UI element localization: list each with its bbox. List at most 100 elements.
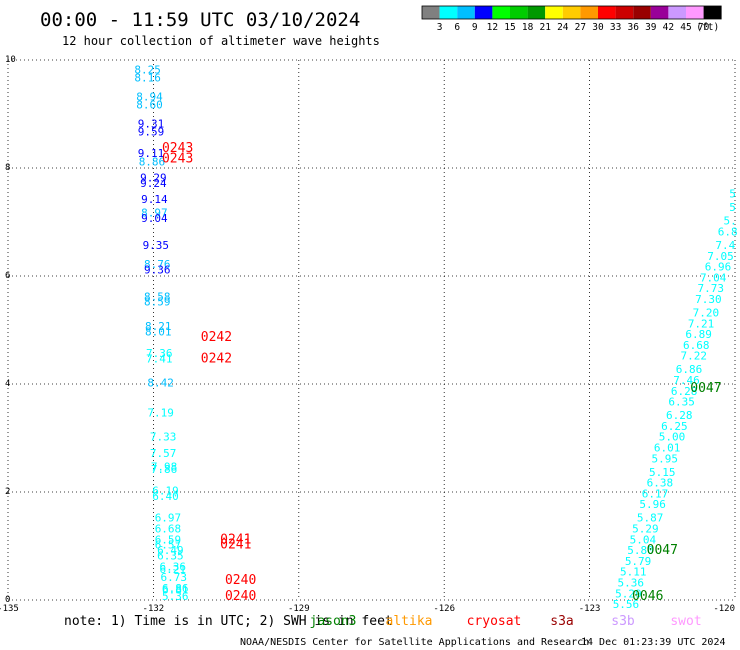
satellite-legend-item: jason3 xyxy=(310,614,357,629)
wave-height-label: 7.46 xyxy=(673,374,700,387)
colorbar-swatch xyxy=(474,6,493,19)
colorbar-label: 18 xyxy=(522,22,534,33)
timestamp-text: 14 Dec 01:23:39 UTC 2024 xyxy=(581,637,726,648)
wave-height-label: 8.76 xyxy=(144,258,171,271)
axis-tick-labels: -135 -132 -129 -126 -123 -120 0 2 4 6 8 10 xyxy=(0,55,735,614)
satellite-legend-item: cryosat xyxy=(467,614,522,629)
colorbar-swatch xyxy=(615,6,634,19)
credit-text: NOAA/NESDIS Center for Satellite Applica… xyxy=(240,637,589,648)
wave-height-label: 5.00 xyxy=(659,431,686,444)
wave-height-label: 8.25 xyxy=(134,64,161,77)
satellite-legend-item: s3a xyxy=(550,614,573,629)
wave-height-label: 8.42 xyxy=(147,377,174,390)
wave-height-label: 6.68 xyxy=(155,523,182,536)
wave-height-label: 8.60 xyxy=(136,99,163,112)
wave-height-label: 9.36 xyxy=(144,263,171,276)
colorbar-label: 45 xyxy=(680,22,691,33)
colorbar-label: 6 xyxy=(454,22,460,33)
wave-height-label: 7.05 xyxy=(707,250,734,263)
wave-height-label: 7.41 xyxy=(146,352,173,365)
wave-height-label: 8.94 xyxy=(136,91,163,104)
wave-height-label: 6.8 xyxy=(718,226,738,239)
colorbar-label: 9 xyxy=(472,22,478,33)
pass-time-label: 0243 xyxy=(162,141,193,156)
wave-height-label: 5.79 xyxy=(625,555,652,568)
wave-height-label: 6.21 xyxy=(160,563,187,576)
wave-height-label: 8.01 xyxy=(145,325,172,338)
wave-height-label: 6.73 xyxy=(161,571,188,584)
wave-height-label: 6.01 xyxy=(654,442,681,455)
wave-height-label: 6.38 xyxy=(647,477,674,490)
colorbar-swatch xyxy=(439,6,458,19)
wave-height-label: 7.36 xyxy=(146,347,173,360)
wave-height-label: 6.96 xyxy=(705,261,732,274)
colorbar-label: 30 xyxy=(592,22,604,33)
pass-time-label: 0243 xyxy=(162,152,193,167)
grid xyxy=(7,59,736,601)
wave-height-label: 6.35 xyxy=(668,396,695,409)
colorbar-label: 42 xyxy=(663,22,674,33)
pass-time-label: 0047 xyxy=(647,543,678,558)
wave-height-label: 9.11 xyxy=(138,147,165,160)
colorbar-label: 70 xyxy=(698,22,710,33)
pass-time-label: 0241 xyxy=(220,538,251,553)
wave-height-label: 5.87 xyxy=(637,512,664,525)
wave-height-label: 5.11 xyxy=(620,566,647,579)
wave-height-label: 6.19 xyxy=(152,485,179,498)
y-tick-label: 4 xyxy=(5,379,10,389)
colorbar-swatch xyxy=(457,6,475,19)
wave-height-label: 9.14 xyxy=(141,193,168,206)
colorbar-swatch xyxy=(527,6,546,19)
colorbar-swatch xyxy=(686,6,704,19)
wave-height-label: 6.35 xyxy=(157,550,184,563)
wave-height-label: 7.86 xyxy=(151,463,178,476)
wave-height-label: 8.59 xyxy=(144,296,171,309)
colorbar-unit: (ft) xyxy=(696,22,719,33)
wave-height-label: 5. xyxy=(724,215,737,228)
wave-height-label: 5.04 xyxy=(630,533,657,546)
colorbar-swatch xyxy=(668,6,686,19)
wave-height-label: 6.68 xyxy=(683,339,710,352)
pass-time-label: 0240 xyxy=(225,573,256,588)
wave-height-label: 5 xyxy=(729,188,736,201)
wave-height-label: 9.35 xyxy=(143,239,170,252)
wave-height-label: 8.16 xyxy=(134,72,161,85)
wave-height-label: 8.21 xyxy=(145,320,172,333)
colorbar-swatch xyxy=(580,6,598,19)
wave-height-label: 6.57 xyxy=(155,539,182,552)
wave-height-label: 8.86 xyxy=(139,155,166,168)
wave-height-label: 5.36 xyxy=(162,590,189,603)
x-tick-label: -129 xyxy=(288,604,310,614)
colorbar-label: 21 xyxy=(539,22,551,33)
wave-height-label: 6.86 xyxy=(676,363,703,376)
colorbar-label: 24 xyxy=(557,22,569,33)
footnote: note: 1) Time is in UTC; 2) SWH is in fe… xyxy=(64,614,393,629)
wave-height-label: 7.98 xyxy=(151,460,178,473)
wave-height-label: 7.57 xyxy=(150,447,177,460)
wave-height-label: 6.17 xyxy=(642,487,669,500)
colorbar-swatch xyxy=(545,6,563,19)
y-tick-label: 6 xyxy=(5,271,10,281)
wave-height-label: 5.29 xyxy=(615,587,642,600)
wave-height-label: 7.73 xyxy=(698,282,725,295)
wave-height-label: 8.97 xyxy=(141,207,168,220)
wave-height-label: 6.40 xyxy=(152,490,179,503)
colorbar-swatch xyxy=(633,6,651,19)
satellite-legend-item: s3b xyxy=(611,614,635,629)
colorbar-label: 33 xyxy=(610,22,621,33)
wave-height-label: 9.24 xyxy=(140,177,167,190)
colorbar-swatch xyxy=(650,6,669,19)
satellite-legend-item: altika xyxy=(386,614,433,629)
y-tick-label: 10 xyxy=(5,55,16,65)
wave-height-label: 7.20 xyxy=(693,307,720,320)
chart-title: 00:00 - 11:59 UTC 03/10/2024 xyxy=(40,9,360,31)
satellite-legend-item: swot xyxy=(670,614,701,629)
wave-height-label: 5.96 xyxy=(639,498,666,511)
wave-height-label: 7.22 xyxy=(681,350,708,363)
colorbar-swatch xyxy=(703,6,722,19)
wave-height-label: 9.31 xyxy=(138,118,165,131)
wave-height-label: 7.30 xyxy=(695,293,722,306)
chart-subtitle: 12 hour collection of altimeter wave hei… xyxy=(62,34,380,48)
pass-time-label: 0046 xyxy=(632,589,663,604)
